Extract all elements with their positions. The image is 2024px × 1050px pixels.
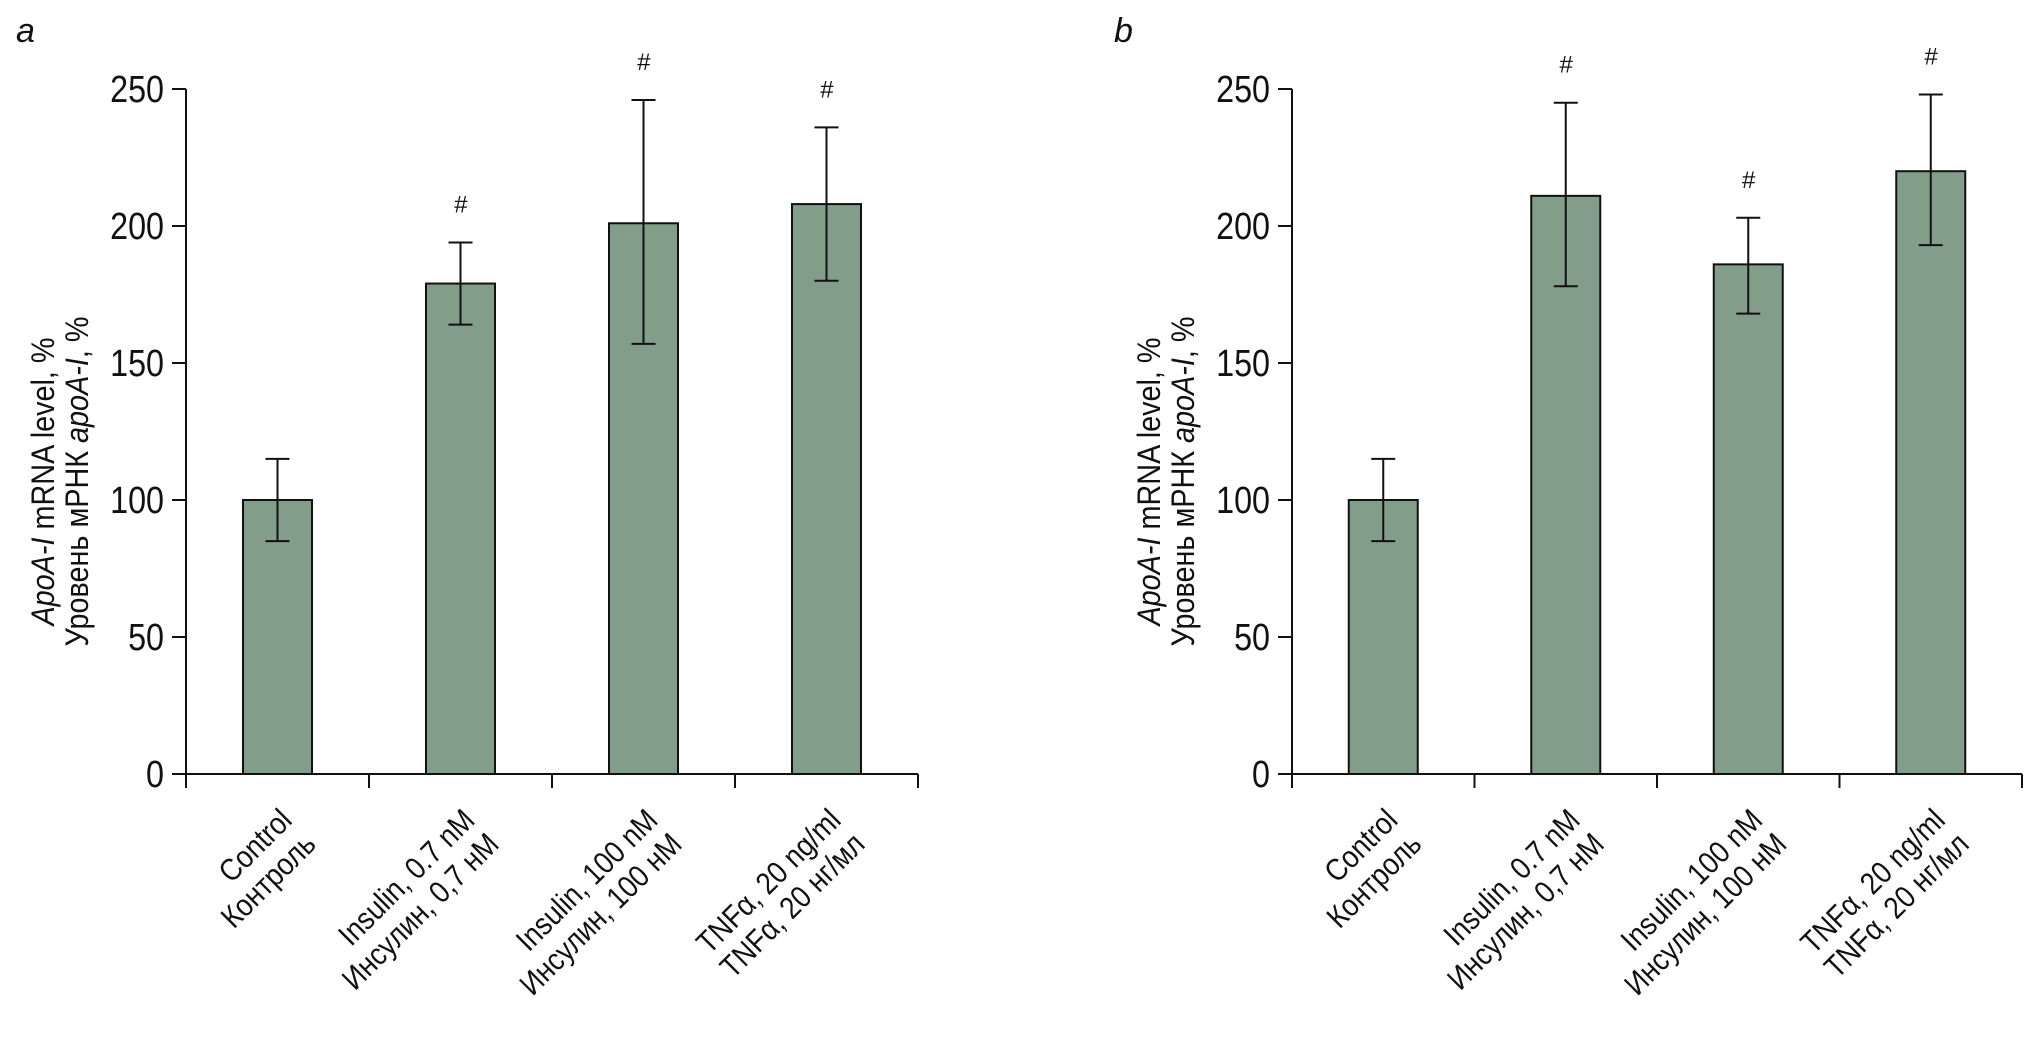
y-tick-label: 200: [110, 206, 164, 248]
significance-mark: #: [820, 76, 834, 103]
y-tick-label: 50: [1234, 617, 1270, 659]
y-tick-label: 100: [1216, 480, 1270, 522]
y-tick-label: 0: [146, 754, 164, 796]
y-tick-label: 150: [110, 343, 164, 385]
panel-letter: a: [16, 12, 35, 50]
bar: [791, 203, 862, 775]
panel-a: a 0 50 100 150 200 250 ApoA-I mRNA level, %Уров…: [16, 12, 919, 1002]
significance-mark: #: [1559, 52, 1573, 79]
panel-b: b 0 50 100 150 200 250 ApoA-I mRNA level, %Уров…: [1114, 12, 2023, 1002]
y-tick-label: 250: [110, 69, 164, 111]
y-tick-label: 150: [1216, 343, 1270, 385]
bar: [1895, 170, 1967, 775]
y-axis-label-ru: Уровень мРНК apoA-I, %: [60, 317, 96, 647]
significance-mark: #: [454, 191, 468, 218]
panel-letter: b: [1114, 12, 1133, 50]
y-axis-label-ru: Уровень мРНК apoA-I, %: [1166, 317, 1202, 647]
y-tick-label: 100: [110, 480, 164, 522]
y-tick-label: 250: [1216, 69, 1270, 111]
y-axis-label: ApoA-I mRNA level, %Уровень мРНК apoA-I,…: [1132, 317, 1202, 647]
bar: [425, 282, 496, 775]
bar: [242, 499, 313, 775]
bar: [1530, 194, 1602, 776]
y-axis-label-en: ApoA-I mRNA level, %: [1132, 337, 1168, 627]
y-tick-label: 200: [1216, 206, 1270, 248]
y-axis-label-en: ApoA-I mRNA level, %: [26, 337, 62, 627]
significance-mark: #: [1924, 43, 1938, 70]
y-tick-label: 0: [1252, 754, 1270, 796]
significance-mark: #: [1742, 167, 1756, 194]
y-tick-label: 50: [128, 617, 164, 659]
y-axis-label: ApoA-I mRNA level, %Уровень мРНК apoA-I,…: [26, 317, 96, 647]
significance-mark: #: [637, 49, 651, 76]
bar: [1712, 263, 1784, 775]
